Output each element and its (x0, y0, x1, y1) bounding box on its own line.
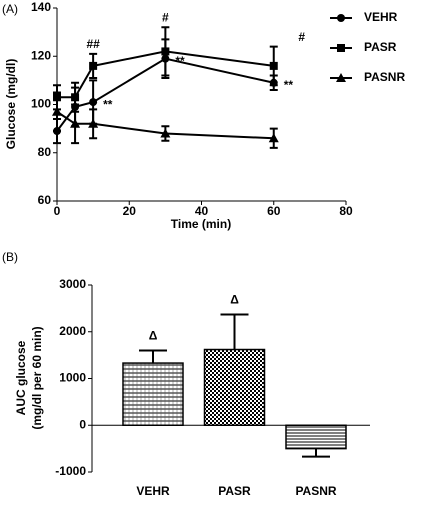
legend-label: PASNR (364, 70, 405, 84)
y-tick-label: 140 (31, 0, 51, 14)
annotation: # (162, 10, 169, 24)
marker (160, 128, 171, 138)
annotation: Δ (230, 293, 239, 307)
error-bar (302, 448, 330, 458)
annotation: ## (86, 37, 100, 51)
legend-marker (336, 73, 346, 82)
legend-label: PASR (364, 40, 397, 54)
marker (161, 47, 170, 56)
y-tick-label: 1000 (59, 371, 86, 385)
annotation: ** (103, 97, 113, 111)
y-tick-label: 100 (31, 97, 51, 111)
panel-label: (B) (2, 250, 18, 264)
x-tick-label: VEHR (136, 484, 170, 498)
y-tick-label: 2000 (59, 324, 86, 338)
annotation: ** (175, 54, 185, 68)
marker (269, 61, 278, 70)
x-tick-label: PASR (218, 484, 251, 498)
annotation: # (298, 30, 305, 44)
marker (89, 98, 98, 107)
x-tick-label: 20 (123, 204, 137, 218)
error-bar (139, 349, 167, 364)
x-tick-label: PASNR (295, 484, 336, 498)
x-tick-label: 80 (339, 204, 353, 218)
y-tick-label: 0 (79, 417, 86, 431)
bar (203, 348, 266, 427)
legend-marker (337, 44, 345, 52)
bar (285, 424, 347, 450)
x-tick-label: 40 (195, 204, 209, 218)
marker (52, 106, 62, 116)
y-tick-label: 60 (38, 193, 52, 207)
y-axis-label: Glucose (mg/dl) (4, 59, 18, 150)
panel-label: (A) (2, 2, 18, 16)
error-bar (220, 313, 249, 350)
x-tick-label: 60 (267, 204, 281, 218)
y-tick-label: 120 (31, 48, 51, 62)
x-tick-label: 0 (54, 204, 61, 218)
y-tick-label: -1000 (55, 464, 86, 478)
marker (89, 61, 98, 70)
y-tick-label: 80 (38, 145, 52, 159)
annotation: ** (284, 78, 294, 92)
bar (122, 362, 184, 427)
marker (70, 118, 81, 128)
marker (268, 133, 279, 143)
y-axis-label: AUC glucose (14, 340, 28, 415)
legend-marker (337, 14, 345, 22)
x-axis-label: Time (min) (171, 217, 231, 231)
y-tick-label: 3000 (59, 277, 86, 291)
marker (88, 118, 99, 128)
y-axis-label: (mg/dl per 60 min) (30, 326, 44, 429)
annotation: Δ (149, 329, 158, 343)
legend-label: VEHR (364, 10, 398, 24)
marker (71, 93, 80, 102)
